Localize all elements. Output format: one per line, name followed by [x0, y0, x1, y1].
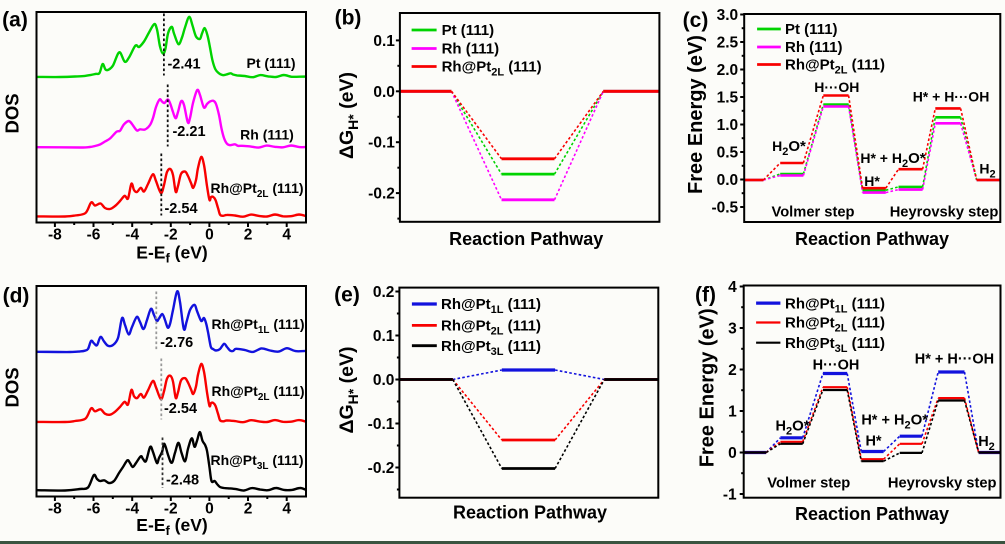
svg-text:Heyrovsky step: Heyrovsky step: [890, 204, 999, 220]
svg-text:Rh (111): Rh (111): [442, 41, 500, 58]
svg-text:Free Energy (eV): Free Energy (eV): [697, 308, 719, 467]
svg-text:Rh@Pt3L (111): Rh@Pt3L (111): [785, 335, 885, 355]
svg-text:Rh (111): Rh (111): [785, 39, 843, 56]
svg-text:Rh@Pt3L (111): Rh@Pt3L (111): [210, 452, 303, 472]
svg-text:Pt (111): Pt (111): [442, 22, 495, 39]
svg-text:2.0: 2.0: [717, 62, 739, 79]
svg-text:0: 0: [205, 501, 214, 518]
svg-text:H* + H2O*: H* + H2O*: [860, 150, 925, 170]
svg-text:Reaction Pathway: Reaction Pathway: [795, 229, 949, 249]
svg-text:0.1: 0.1: [373, 328, 395, 345]
svg-text:0: 0: [728, 445, 737, 462]
svg-text:DOS: DOS: [2, 93, 23, 133]
svg-text:3.0: 3.0: [717, 7, 739, 24]
svg-text:Rh@Pt2L (111): Rh@Pt2L (111): [442, 59, 542, 79]
svg-text:Rh@Pt1L (111): Rh@Pt1L (111): [785, 295, 885, 315]
svg-text:Rh@Pt3L (111): Rh@Pt3L (111): [441, 338, 541, 358]
svg-text:Pt (111): Pt (111): [246, 55, 295, 71]
svg-text:Reaction Pathway: Reaction Pathway: [453, 502, 607, 522]
svg-text:Rh@Pt2L (111): Rh@Pt2L (111): [211, 383, 304, 403]
svg-text:4: 4: [282, 227, 291, 244]
svg-text:-6: -6: [87, 501, 101, 518]
svg-text:Volmer step: Volmer step: [772, 204, 855, 220]
svg-text:Reaction Pathway: Reaction Pathway: [795, 504, 949, 524]
svg-text:(b): (b): [335, 7, 362, 30]
svg-text:Heyrovsky step: Heyrovsky step: [888, 475, 997, 491]
svg-text:H* + H···OH: H* + H···OH: [915, 352, 994, 368]
svg-text:2: 2: [244, 501, 253, 518]
svg-text:-0.5: -0.5: [711, 200, 738, 217]
svg-text:4: 4: [282, 501, 291, 518]
svg-text:H* + H···OH: H* + H···OH: [913, 88, 990, 104]
svg-text:-4: -4: [125, 227, 139, 244]
svg-text:-2.48: -2.48: [166, 473, 199, 489]
svg-text:1: 1: [728, 404, 737, 421]
svg-text:Rh@Pt2L (111): Rh@Pt2L (111): [441, 318, 541, 338]
svg-text:E-Ef (eV): E-Ef (eV): [136, 242, 207, 265]
svg-text:-0.2: -0.2: [368, 460, 395, 477]
svg-text:H*: H*: [864, 173, 880, 189]
svg-text:H···OH: H···OH: [814, 79, 859, 95]
svg-text:(a): (a): [2, 9, 28, 32]
svg-text:Volmer step: Volmer step: [767, 475, 850, 491]
svg-text:H2O*: H2O*: [772, 138, 806, 158]
svg-text:-2: -2: [164, 227, 178, 244]
svg-text:0.0: 0.0: [373, 84, 395, 101]
svg-text:H*: H*: [865, 433, 881, 449]
svg-text:-2.54: -2.54: [164, 401, 197, 417]
svg-text:E-Ef (eV): E-Ef (eV): [136, 515, 207, 538]
svg-text:-2.21: -2.21: [172, 124, 205, 140]
svg-text:0.0: 0.0: [717, 172, 739, 189]
svg-text:Rh@Pt2L (111): Rh@Pt2L (111): [785, 57, 885, 77]
svg-text:0.0: 0.0: [373, 372, 395, 389]
svg-text:4: 4: [728, 279, 737, 296]
svg-text:ΔGH* (eV): ΔGH* (eV): [336, 346, 361, 433]
svg-text:-8: -8: [48, 227, 62, 244]
svg-text:0.1: 0.1: [373, 33, 395, 50]
svg-text:(e): (e): [334, 284, 360, 307]
svg-text:-0.2: -0.2: [368, 186, 395, 203]
svg-text:1.0: 1.0: [717, 117, 739, 134]
svg-text:2.5: 2.5: [717, 35, 739, 52]
svg-text:Rh@Pt2L (111): Rh@Pt2L (111): [210, 180, 303, 200]
svg-text:-2.41: -2.41: [167, 57, 200, 73]
svg-text:3: 3: [728, 321, 737, 338]
svg-text:-1: -1: [723, 487, 737, 504]
svg-text:0.2: 0.2: [373, 284, 395, 301]
svg-text:-0.1: -0.1: [368, 135, 395, 152]
svg-text:Rh@Pt1L (111): Rh@Pt1L (111): [441, 296, 541, 316]
svg-text:H* + H2O*: H* + H2O*: [861, 412, 928, 432]
svg-text:-8: -8: [48, 501, 62, 518]
svg-text:Free Energy (eV): Free Energy (eV): [685, 35, 707, 194]
svg-text:Rh@Pt1L (111): Rh@Pt1L (111): [211, 316, 304, 336]
svg-text:2: 2: [244, 227, 253, 244]
svg-text:(d): (d): [3, 285, 30, 308]
svg-text:Pt (111): Pt (111): [785, 21, 838, 38]
svg-text:Reaction Pathway: Reaction Pathway: [449, 229, 603, 249]
svg-text:Rh@Pt2L (111): Rh@Pt2L (111): [785, 315, 885, 335]
svg-text:-4: -4: [125, 501, 139, 518]
svg-text:-0.1: -0.1: [368, 416, 395, 433]
svg-text:2: 2: [728, 362, 737, 379]
svg-text:H2O*: H2O*: [776, 418, 810, 438]
svg-text:-2: -2: [164, 501, 178, 518]
svg-text:0.5: 0.5: [717, 145, 739, 162]
svg-text:0: 0: [205, 227, 214, 244]
svg-text:(c): (c): [683, 9, 709, 32]
svg-text:1.5: 1.5: [717, 90, 739, 107]
svg-text:-2.76: -2.76: [160, 335, 193, 351]
svg-text:-6: -6: [87, 227, 101, 244]
svg-text:DOS: DOS: [2, 367, 23, 407]
svg-text:Rh (111): Rh (111): [240, 127, 294, 143]
svg-text:H···OH: H···OH: [813, 357, 860, 373]
svg-text:(f): (f): [695, 284, 716, 307]
svg-text:-2.54: -2.54: [164, 201, 197, 217]
